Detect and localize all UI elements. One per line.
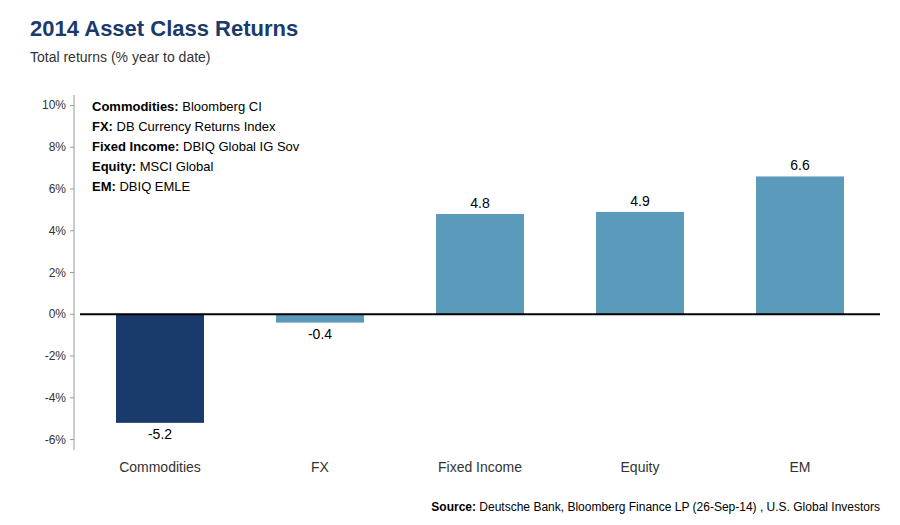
bar — [276, 314, 364, 322]
annotation-normal: DBIQ EMLE — [116, 179, 191, 194]
background — [0, 0, 900, 525]
y-tick — [70, 188, 74, 189]
annotation-normal: DB Currency Returns Index — [113, 119, 276, 134]
x-tick-label: Equity — [621, 459, 660, 475]
y-tick-label: -6% — [45, 433, 67, 447]
bar — [756, 176, 844, 314]
annotation-bold: EM: — [92, 179, 116, 194]
annotation: Commodities: Bloomberg CI — [92, 99, 262, 114]
zero-line — [80, 313, 880, 315]
data-label: -5.2 — [148, 426, 172, 442]
subtitle: Total returns (% year to date) — [30, 49, 211, 65]
source: Source: Deutsche Bank, Bloomberg Finance… — [431, 500, 880, 514]
y-tick — [70, 314, 74, 315]
bar — [596, 212, 684, 314]
bars — [116, 176, 844, 422]
annotation-bold: FX: — [92, 119, 113, 134]
annotation-normal: Deutsche Bank, Bloomberg Finance LP (26-… — [476, 500, 880, 514]
annotation-bold: Source: — [431, 500, 476, 514]
annotation-normal: DBIQ Global IG Sov — [179, 139, 299, 154]
annotation: EM: DBIQ EMLE — [92, 179, 191, 194]
y-tick-label: 10% — [42, 98, 66, 112]
y-tick — [70, 356, 74, 357]
chart-container: 2014 Asset Class Returns Total returns (%… — [0, 0, 900, 525]
annotation: FX: DB Currency Returns Index — [92, 119, 276, 134]
bar — [436, 214, 524, 314]
data-label: -0.4 — [308, 326, 332, 342]
annotation: Equity: MSCI Global — [92, 159, 213, 174]
data-label: 4.8 — [470, 195, 490, 211]
y-tick-label: 0% — [49, 307, 67, 321]
data-label: 6.6 — [790, 157, 810, 173]
y-tick-label: 2% — [49, 266, 67, 280]
title: 2014 Asset Class Returns — [30, 16, 298, 41]
x-tick-label: Commodities — [119, 459, 201, 475]
y-tick — [70, 272, 74, 273]
annotation-normal: Bloomberg CI — [179, 99, 262, 114]
x-tick-label: EM — [790, 459, 811, 475]
annotation-bold: Equity: — [92, 159, 136, 174]
y-tick — [70, 397, 74, 398]
y-tick-label: -2% — [45, 349, 67, 363]
chart-svg: 2014 Asset Class Returns Total returns (%… — [0, 0, 900, 525]
y-tick-label: 4% — [49, 224, 67, 238]
y-tick — [70, 147, 74, 148]
annotation-normal: MSCI Global — [136, 159, 213, 174]
bar — [116, 314, 204, 423]
y-tick — [70, 105, 74, 106]
annotation-bold: Commodities: — [92, 99, 179, 114]
x-tick-label: Fixed Income — [438, 459, 522, 475]
y-tick-label: -4% — [45, 391, 67, 405]
data-label: 4.9 — [630, 193, 650, 209]
y-tick — [70, 230, 74, 231]
x-tick-label: FX — [311, 459, 330, 475]
y-tick-label: 6% — [49, 182, 67, 196]
annotation-bold: Fixed Income: — [92, 139, 179, 154]
y-tick-label: 8% — [49, 140, 67, 154]
annotation: Fixed Income: DBIQ Global IG Sov — [92, 139, 300, 154]
y-tick — [70, 439, 74, 440]
